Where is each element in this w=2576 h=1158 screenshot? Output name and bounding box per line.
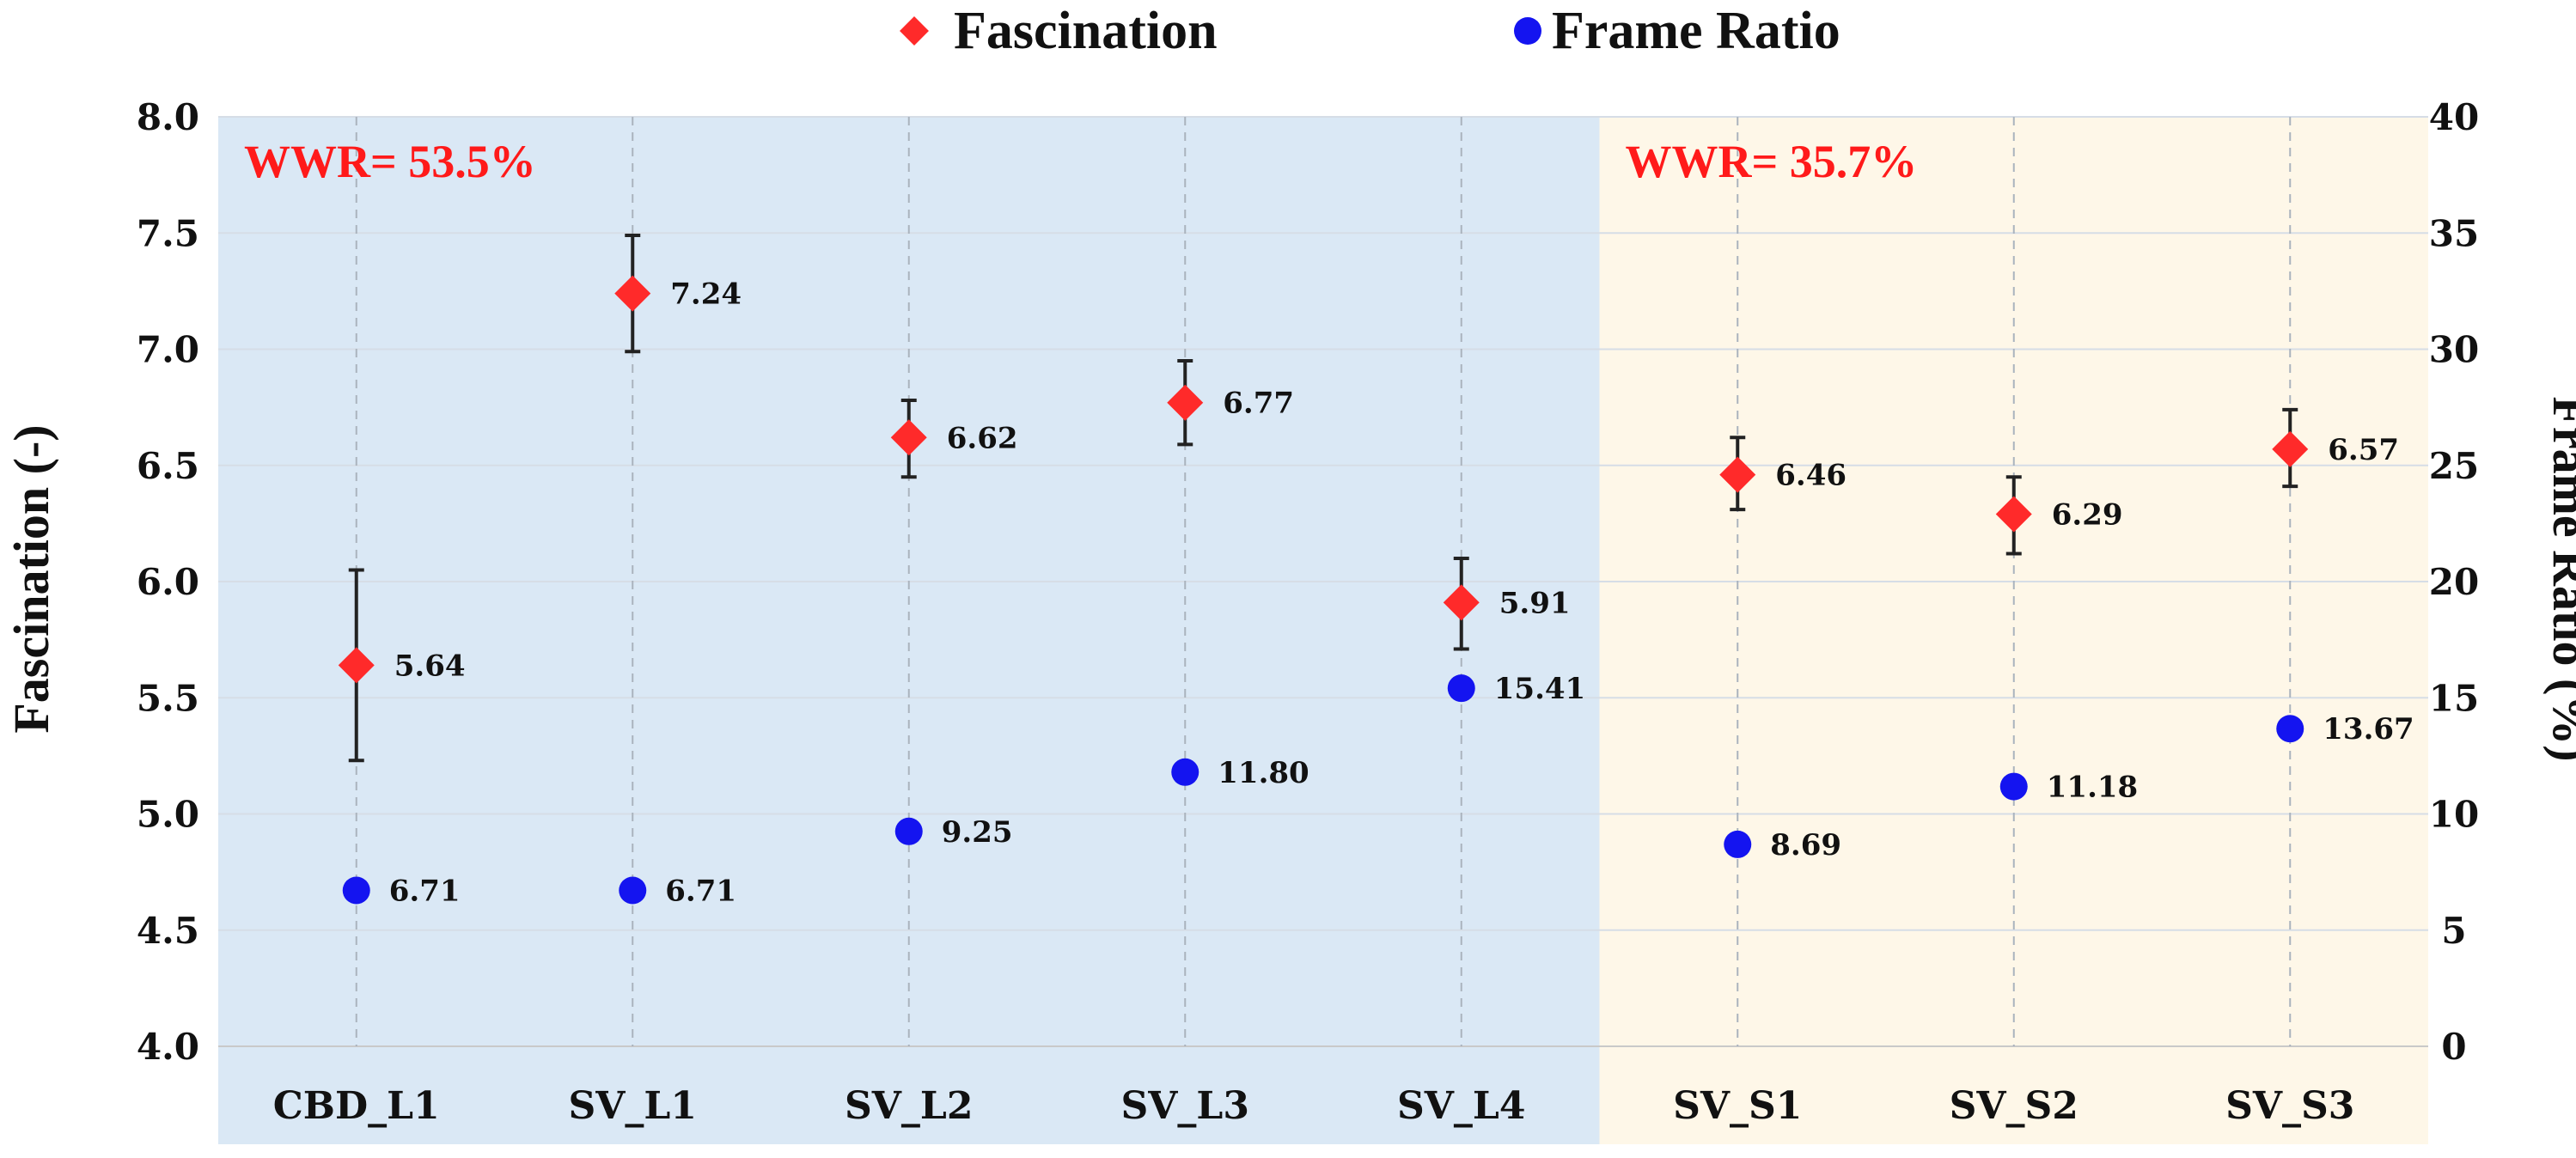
frame-ratio-value-label: 6.71 — [665, 874, 736, 908]
fascination-point — [1167, 384, 1204, 421]
group-label-0: WWR= 53.5% — [244, 136, 536, 187]
fascination-value-label: 6.77 — [1223, 387, 1294, 421]
frame-ratio-point — [1171, 758, 1199, 786]
right-tick-label: 10 — [2429, 794, 2479, 836]
x-tick-label: SV_L1 — [569, 1084, 697, 1128]
fascination-value-label: 6.57 — [2328, 433, 2399, 467]
right-axis-title: Frame Ratio (%) — [2542, 396, 2576, 761]
legend-frame-ratio-marker — [1514, 17, 1541, 45]
x-tick-label: SV_L2 — [845, 1084, 973, 1128]
fascination-point — [338, 647, 375, 684]
frame-ratio-point — [1724, 830, 1752, 858]
x-tick-label: SV_L4 — [1397, 1084, 1525, 1128]
right-tick-label: 0 — [2441, 1026, 2466, 1068]
left-tick-label: 4.5 — [137, 910, 199, 952]
fascination-point — [1995, 496, 2032, 533]
right-tick-label: 40 — [2429, 96, 2479, 138]
left-axis-ticks: 4.0 4.5 5.0 5.5 6.0 6.5 7.0 7.5 8.0 — [137, 96, 199, 1068]
fascination-value-label: 6.62 — [947, 421, 1018, 455]
legend-frame-ratio-label: Frame Ratio — [1552, 2, 1840, 60]
left-tick-label: 5.0 — [137, 794, 199, 836]
frame-ratio-point — [2276, 715, 2304, 743]
frame-ratio-value-label: 15.41 — [1494, 672, 1585, 706]
left-tick-label: 5.5 — [137, 677, 199, 719]
frame-ratio-value-label: 8.69 — [1770, 828, 1841, 862]
group-label-1: WWR= 35.7% — [1626, 136, 1918, 187]
left-tick-label: 6.5 — [137, 445, 199, 487]
fascination-value-label: 5.91 — [1499, 586, 1571, 620]
x-tick-label: CBD_L1 — [273, 1084, 440, 1128]
x-tick-label: SV_L3 — [1121, 1084, 1249, 1128]
fascination-point — [1443, 584, 1480, 621]
x-tick-label: SV_S1 — [1673, 1084, 1802, 1128]
frame-ratio-point — [1999, 772, 2028, 801]
frame-ratio-point — [894, 817, 923, 845]
right-tick-label: 35 — [2429, 212, 2479, 254]
fascination-point — [890, 419, 927, 456]
fascination-value-label: 5.64 — [394, 649, 466, 683]
value-labels: 5.64 7.24 6.62 6.77 5.91 6.46 6.29 6.57 6.71 6.71… — [389, 277, 2414, 909]
fascination-point — [1719, 456, 1756, 493]
legend-fascination-marker — [900, 16, 929, 46]
fascination-value-label: 6.46 — [1775, 459, 1847, 493]
frame-ratio-value-label: 9.25 — [942, 815, 1013, 850]
x-tick-label: SV_S2 — [1950, 1084, 2079, 1128]
left-axis-title: Fascination (-) — [3, 424, 59, 733]
frame-ratio-value-label: 11.18 — [2047, 771, 2138, 805]
group-bands — [218, 117, 2428, 1144]
right-tick-label: 30 — [2429, 329, 2479, 371]
data-marks — [338, 275, 2309, 905]
fascination-point — [2272, 430, 2309, 467]
left-tick-label: 4.0 — [137, 1026, 199, 1068]
legend: Fascination Frame Ratio — [900, 2, 1840, 60]
right-tick-label: 5 — [2441, 910, 2466, 952]
frame-ratio-value-label: 13.67 — [2323, 712, 2414, 747]
gridlines — [218, 116, 2428, 1047]
left-tick-label: 6.0 — [137, 561, 199, 603]
group-labels: WWR= 53.5% WWR= 35.7% — [244, 136, 1917, 187]
right-tick-label: 20 — [2429, 561, 2479, 603]
left-tick-label: 8.0 — [137, 96, 199, 138]
frame-ratio-point — [1447, 674, 1475, 703]
left-tick-label: 7.0 — [137, 329, 199, 371]
fascination-value-label: 7.24 — [670, 277, 742, 312]
right-tick-label: 15 — [2429, 677, 2479, 719]
frame-ratio-value-label: 6.71 — [389, 874, 461, 908]
frame-ratio-point — [619, 876, 647, 905]
x-tick-label: SV_S3 — [2225, 1084, 2354, 1128]
left-tick-label: 7.5 — [137, 212, 199, 254]
frame-ratio-value-label: 11.80 — [1218, 756, 1309, 790]
right-axis-ticks: 0 5 10 15 20 25 30 35 40 — [2429, 96, 2479, 1068]
fascination-value-label: 6.29 — [2052, 498, 2123, 533]
right-tick-label: 25 — [2429, 445, 2479, 487]
fascination-point — [614, 275, 651, 312]
x-axis-ticks: CBD_L1 SV_L1 SV_L2 SV_L3 SV_L4 SV_S1 SV_S2 SV_S… — [273, 1084, 2355, 1128]
legend-fascination-label: Fascination — [954, 2, 1218, 60]
frame-ratio-point — [342, 876, 370, 905]
